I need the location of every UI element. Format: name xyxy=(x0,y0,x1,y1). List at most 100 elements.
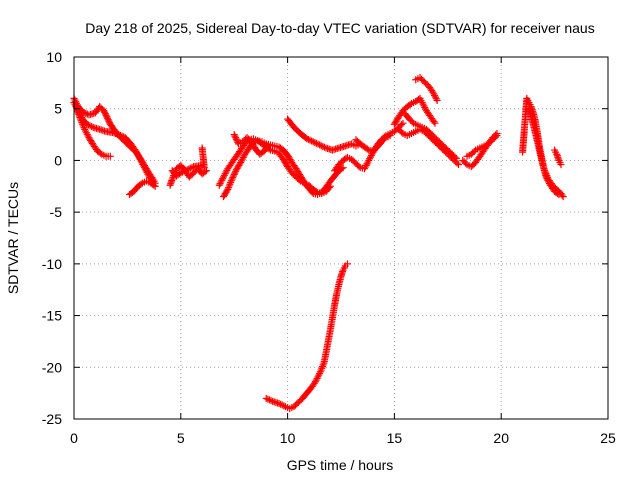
data-point xyxy=(104,116,112,124)
data-point xyxy=(229,172,237,180)
ticks-layer xyxy=(73,56,609,420)
data-point xyxy=(315,371,323,379)
data-point xyxy=(264,142,272,150)
data-point xyxy=(225,182,233,190)
data-point xyxy=(462,159,470,167)
data-point xyxy=(318,364,326,372)
data-point xyxy=(431,93,439,101)
data-point xyxy=(452,154,460,162)
data-point xyxy=(431,119,439,127)
data-point xyxy=(262,394,270,402)
data-point xyxy=(82,127,90,135)
data-points-layer xyxy=(70,74,567,413)
data-point xyxy=(82,129,90,137)
data-point xyxy=(233,137,241,145)
data-point xyxy=(88,123,96,131)
data-point xyxy=(429,88,437,96)
data-point xyxy=(103,114,111,122)
data-point xyxy=(105,117,113,125)
x-tick-label: 5 xyxy=(177,430,185,446)
data-point xyxy=(80,124,88,132)
series-arc4 xyxy=(126,177,159,199)
data-point xyxy=(309,138,317,146)
data-point xyxy=(141,165,149,173)
data-point xyxy=(543,175,551,183)
data-point xyxy=(421,103,429,111)
data-point xyxy=(278,401,286,409)
data-point xyxy=(306,136,314,144)
data-point xyxy=(180,167,188,175)
data-point xyxy=(542,173,550,181)
data-point xyxy=(360,165,368,173)
series-arc10 xyxy=(284,115,364,154)
data-point xyxy=(134,150,142,158)
data-point xyxy=(226,180,234,188)
data-point xyxy=(220,173,228,181)
data-point xyxy=(230,170,238,178)
data-point xyxy=(454,161,462,169)
data-point xyxy=(132,147,140,155)
data-point xyxy=(553,190,561,198)
data-point xyxy=(138,159,146,167)
data-point xyxy=(236,160,244,168)
data-point xyxy=(77,117,85,125)
series-arc20 xyxy=(525,105,563,199)
data-point xyxy=(100,107,108,115)
data-point xyxy=(185,165,193,173)
data-point xyxy=(215,181,223,189)
x-tick-label: 25 xyxy=(600,430,616,446)
x-tick-label: 10 xyxy=(280,430,296,446)
y-tick-label: 0 xyxy=(54,152,62,168)
data-point xyxy=(135,154,143,162)
data-point xyxy=(232,135,240,143)
data-point xyxy=(227,177,235,185)
data-point xyxy=(339,164,347,172)
data-point xyxy=(237,158,245,166)
data-point xyxy=(239,154,247,162)
data-point xyxy=(433,96,441,104)
y-tick-label: -15 xyxy=(42,308,62,324)
data-point xyxy=(216,180,224,188)
data-point xyxy=(106,152,114,160)
series-arc14 xyxy=(412,74,441,104)
data-point xyxy=(83,130,91,138)
data-point xyxy=(406,101,414,109)
data-point xyxy=(313,374,321,382)
data-point xyxy=(318,363,326,371)
data-point xyxy=(343,260,351,268)
data-point xyxy=(228,175,236,183)
data-point xyxy=(430,90,438,98)
data-point xyxy=(316,369,324,377)
data-point xyxy=(361,163,369,171)
data-point xyxy=(230,131,238,139)
data-point xyxy=(386,132,394,140)
y-tick-label: 5 xyxy=(54,101,62,117)
data-point xyxy=(319,361,327,369)
data-point xyxy=(223,187,231,195)
data-point xyxy=(312,139,320,147)
data-point xyxy=(555,191,563,199)
x-axis-title: GPS time / hours xyxy=(287,457,394,473)
x-tick-label: 15 xyxy=(387,430,403,446)
data-point xyxy=(225,184,233,192)
data-point xyxy=(218,176,226,184)
data-point xyxy=(79,122,87,130)
data-point xyxy=(277,400,285,408)
series-arc18 xyxy=(463,132,501,160)
data-point xyxy=(316,368,324,376)
data-point xyxy=(338,165,346,173)
data-point xyxy=(178,168,186,176)
data-point xyxy=(432,95,440,103)
x-tick-label: 0 xyxy=(70,430,78,446)
data-point xyxy=(168,175,176,183)
data-point xyxy=(308,137,316,145)
data-point xyxy=(150,181,158,189)
data-point xyxy=(135,152,143,160)
data-point xyxy=(314,140,322,148)
data-point xyxy=(102,111,110,119)
data-point xyxy=(217,178,225,186)
data-point xyxy=(317,366,325,374)
data-point xyxy=(453,159,461,167)
data-point xyxy=(314,373,322,381)
y-tick-label: -25 xyxy=(42,411,62,427)
